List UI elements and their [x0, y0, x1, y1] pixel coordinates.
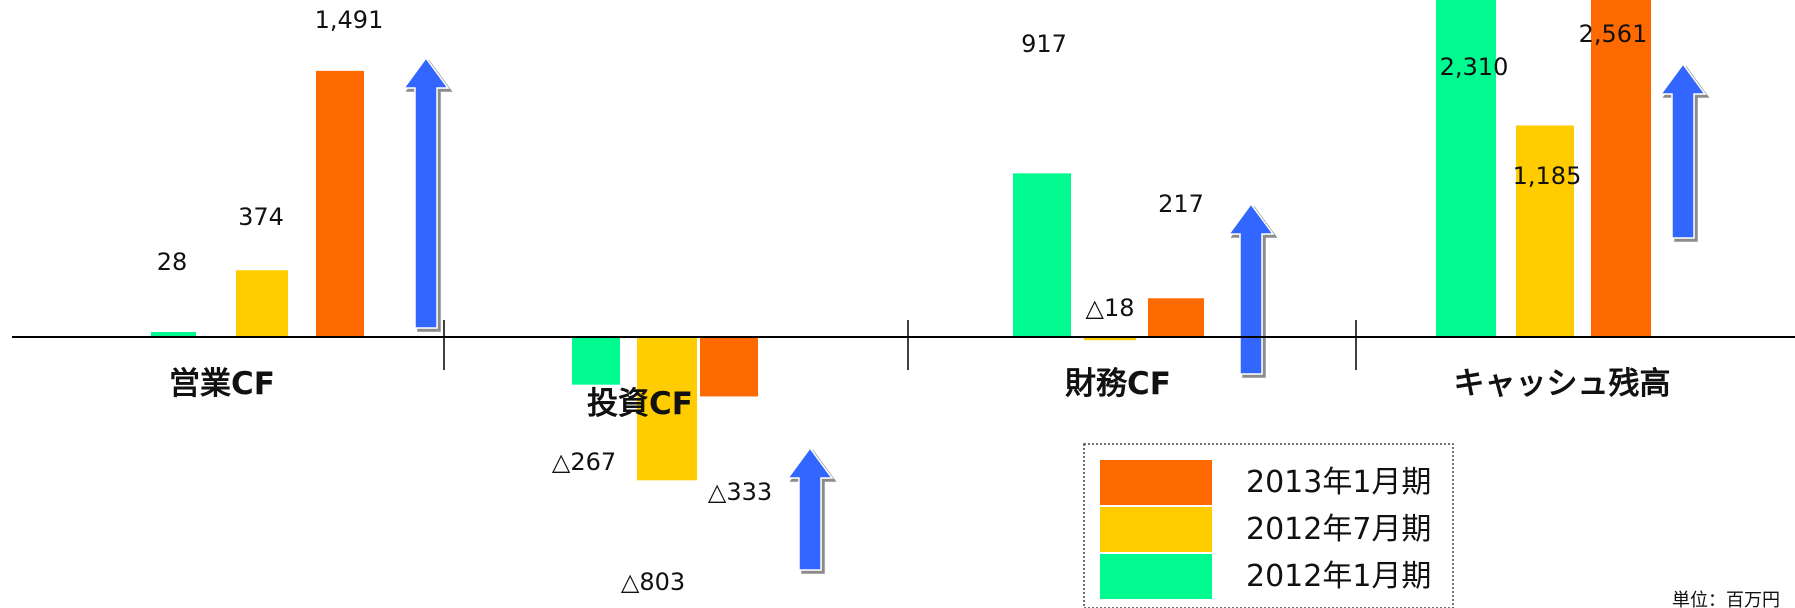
legend-swatch-2013-jan — [1100, 460, 1212, 505]
value-label-cash-balance-2012-jan: 2,310 — [1440, 53, 1509, 81]
trend-arrow-up-investing-cf — [786, 446, 834, 571]
bar-operating-cf-2013-jan — [316, 70, 364, 337]
bar-operating-cf-2012-jul — [236, 270, 288, 337]
value-label-investing-cf-2012-jul: △803 — [621, 568, 685, 596]
legend-label-2012-jul: 2012年7月期 — [1246, 512, 1431, 547]
category-label-cash-balance: キャッシュ残高 — [1454, 366, 1671, 402]
bar-cash-balance-2012-jul — [1516, 125, 1574, 337]
bar-cash-balance-2012-jan — [1436, 0, 1496, 337]
legend: 2013年1月期 2012年7月期 2012年1月期 — [1083, 443, 1454, 608]
legend-swatch-2012-jul — [1100, 507, 1212, 552]
legend-label-2012-jan: 2012年1月期 — [1246, 559, 1431, 594]
category-label-operating-cf: 営業CF — [169, 366, 275, 402]
bar-investing-cf-2013-jan — [700, 337, 758, 397]
value-label-investing-cf-2013-jan: △333 — [708, 478, 772, 506]
value-label-operating-cf-2012-jul: 374 — [238, 203, 284, 231]
value-label-cash-balance-2013-jan: 2,561 — [1579, 20, 1648, 48]
legend-swatch-2012-jan — [1100, 554, 1212, 599]
trend-arrow-up-operating-cf — [402, 56, 450, 329]
value-label-operating-cf-2013-jan: 1,491 — [315, 6, 384, 34]
category-label-financing-cf: 財務CF — [1065, 366, 1171, 402]
value-label-financing-cf-2012-jan: 917 — [1021, 30, 1067, 58]
trend-arrow-up-cash-balance — [1659, 62, 1707, 239]
bar-financing-cf-2013-jan — [1148, 298, 1204, 337]
value-label-investing-cf-2012-jan: △267 — [552, 448, 616, 476]
bar-investing-cf-2012-jan — [572, 337, 620, 385]
unit-label: 単位：百万円 — [1672, 590, 1780, 608]
value-label-financing-cf-2012-jul: △18 — [1086, 294, 1135, 322]
bar-investing-cf-2012-jul — [637, 337, 697, 481]
bar-financing-cf-2012-jan — [1013, 173, 1071, 337]
trend-arrow-up-financing-cf — [1227, 202, 1275, 375]
value-label-cash-balance-2012-jul: 1,185 — [1513, 162, 1582, 190]
value-label-operating-cf-2012-jan: 28 — [157, 248, 188, 276]
bar-cash-balance-2013-jan — [1591, 0, 1651, 337]
bar-operating-cf-2012-jan — [151, 332, 196, 337]
bar-financing-cf-2012-jul — [1084, 337, 1136, 341]
category-label-investing-cf: 投資CF — [587, 386, 693, 422]
value-label-financing-cf-2013-jan: 217 — [1158, 190, 1204, 218]
legend-label-2013-jan: 2013年1月期 — [1246, 465, 1431, 500]
